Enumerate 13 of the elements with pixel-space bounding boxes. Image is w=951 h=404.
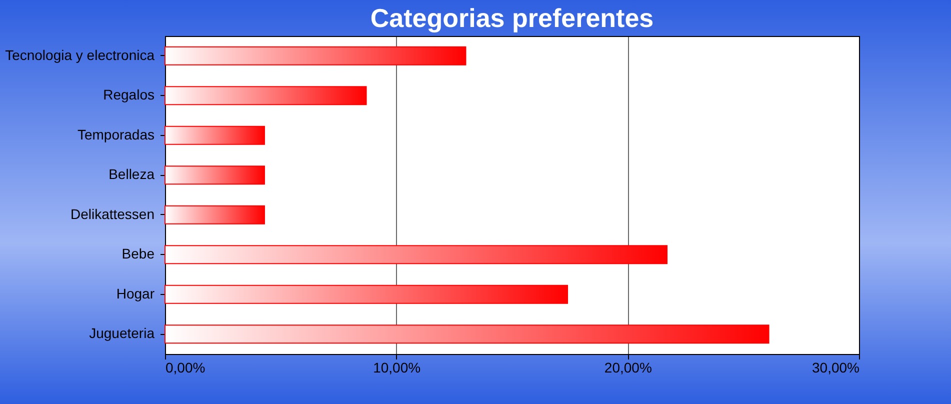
y-tick-label: Belleza [108, 166, 155, 182]
y-tick-label: Bebe [122, 246, 155, 262]
y-tick-label: Tecnologia y electronica [5, 46, 155, 63]
x-tick-label: 10,00% [373, 360, 421, 376]
y-tick-label: Regalos [103, 86, 154, 103]
chart-title: Categorias preferentes [370, 3, 654, 33]
y-tick-label: Temporadas [77, 126, 154, 142]
y-tick-label: Jugueteria [89, 325, 155, 342]
x-tick-label: 20,00% [604, 360, 652, 376]
y-tick-label: Hogar [116, 285, 155, 302]
x-tick-label: 0,00% [166, 360, 206, 376]
y-tick-label: Delikattessen [70, 206, 154, 222]
x-tick-label: 30,00% [812, 360, 860, 376]
